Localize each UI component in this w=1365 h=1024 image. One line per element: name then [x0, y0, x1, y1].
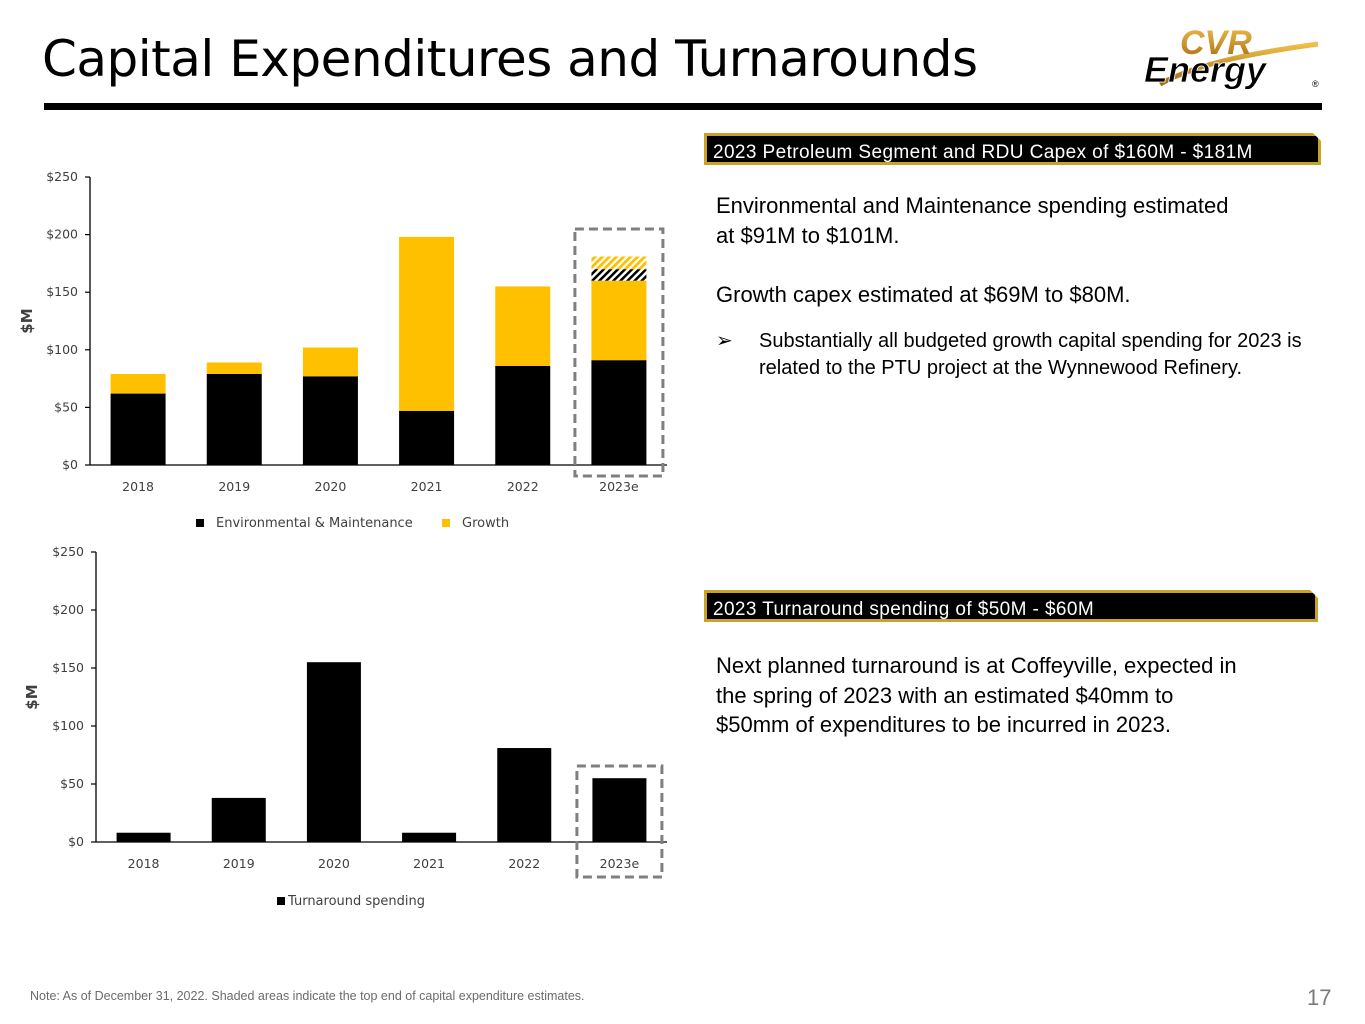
turnaround-chart-svg: $0 $50 $100 $150 $200 $250 $M 2018 2019 2020 2021 2…: [23, 544, 667, 909]
turnaround-banner-text: 2023 Turnaround spending of $50M - $60M: [713, 599, 1095, 620]
x-tick-label: 2018: [122, 479, 154, 494]
estimate-highlight-box: [573, 227, 665, 478]
y-axis-title: $M: [18, 308, 36, 333]
x-tick-label: 2021: [411, 479, 443, 494]
logo-text-top: CVR: [1180, 24, 1252, 62]
bar-growth-2021: [399, 236, 455, 411]
y-tick-label: $150: [52, 660, 84, 675]
x-tick-label: 2020: [318, 856, 350, 871]
turnaround-paragraph: Next planned turnaround is at Coffeyvill…: [716, 651, 1237, 740]
logo-registered-mark: ®: [1312, 79, 1319, 89]
legend-label: Turnaround spending: [287, 894, 425, 909]
bar-turnaround-spending-2023e: [592, 778, 647, 842]
bar-environmental-maintenance-2019: [206, 373, 262, 465]
growth-paragraph: Growth capex estimated at $69M to $80M.: [716, 282, 1131, 307]
y-tick-label: $50: [54, 399, 78, 414]
logo-text-bottom: Energy: [1144, 49, 1268, 90]
bar-turnaround-spending-2018: [116, 832, 171, 842]
bar-environmental-maintenance-2021: [399, 410, 455, 465]
turnaround-banner: 2023 Turnaround spending of $50M - $60M: [704, 590, 1318, 622]
y-tick-label: $50: [60, 776, 84, 791]
env-maint-line-2: at $91M to $101M.: [716, 222, 900, 248]
env-maint-paragraph: Environmental and Maintenance spending e…: [716, 191, 1228, 250]
x-tick-label: 2023e: [600, 856, 640, 871]
y-axis-title: $M: [23, 684, 41, 709]
bar-growth-estimate-hatch: [591, 256, 647, 270]
bar-turnaround-spending-2020: [306, 662, 361, 842]
bar-env-maint-estimate-hatch: [591, 269, 647, 281]
bar-growth-2022: [495, 286, 551, 366]
legend-label: Environmental & Maintenance: [216, 516, 413, 531]
legend-swatch: [196, 519, 204, 527]
capex-banner-text: 2023 Petroleum Segment and RDU Capex of …: [713, 142, 1253, 163]
y-tick-label: $200: [46, 227, 78, 242]
x-tick-label: 2022: [507, 479, 539, 494]
y-tick-label: $250: [46, 169, 78, 184]
banner-corner-notch: [1310, 590, 1318, 598]
turnaround-line-1: Next planned turnaround is at Coffeyvill…: [716, 653, 1237, 678]
bar-growth-2019: [206, 362, 262, 374]
estimate-highlight-box: [575, 764, 664, 879]
bar-turnaround-spending-2019: [211, 797, 266, 842]
bar-environmental-maintenance-2022: [495, 365, 551, 465]
bar-environmental-maintenance-2023e: [591, 360, 647, 465]
x-tick-label: 2018: [128, 856, 160, 871]
cvr-energy-logo: CVR Energy ®: [1144, 24, 1319, 90]
x-tick-label: 2023e: [599, 479, 639, 494]
bar-environmental-maintenance-2020: [302, 376, 358, 465]
env-maint-line-1: Environmental and Maintenance spending e…: [716, 193, 1229, 218]
page-number: 17: [1307, 985, 1332, 1010]
x-tick-label: 2020: [315, 479, 347, 494]
arrow-bullet-icon: ➢: [716, 330, 733, 352]
page-title: Capital Expenditures and Turnarounds: [42, 30, 978, 88]
x-tick-label: 2019: [223, 856, 255, 871]
x-tick-label: 2021: [413, 856, 445, 871]
turnaround-chart: $0 $50 $100 $150 $200 $250 $M 2018 2019 2020 2021 2…: [0, 540, 690, 925]
y-tick-label: $0: [68, 834, 84, 849]
title-divider: [44, 103, 1322, 110]
bar-growth-2023e: [591, 280, 647, 361]
y-tick-label: $100: [52, 718, 84, 733]
y-tick-label: $150: [46, 284, 78, 299]
capex-chart-svg: $0 $50 $100 $150 $200 $250 $M 2018 2019 2020 2021 2…: [18, 169, 667, 531]
bar-turnaround-spending-2021: [402, 832, 457, 842]
bullet-text: Substantially all budgeted growth capita…: [759, 330, 1302, 379]
bar-growth-2018: [110, 373, 166, 394]
bar-environmental-maintenance-2018: [110, 393, 166, 465]
legend-label: Growth: [462, 516, 509, 531]
capex-chart: $0 $50 $100 $150 $200 $250 $M 2018 2019 2020 2021 2…: [0, 150, 690, 545]
bar-turnaround-spending-2022: [497, 748, 552, 842]
y-tick-label: $0: [62, 457, 78, 472]
x-tick-label: 2019: [218, 479, 250, 494]
x-tick-label: 2022: [508, 856, 540, 871]
legend-swatch: [442, 519, 450, 527]
bar-growth-2020: [302, 347, 358, 377]
y-tick-label: $100: [46, 342, 78, 357]
turnaround-line-2: the spring of 2023 with an estimated $40…: [716, 682, 1174, 708]
banner-corner-notch: [1313, 133, 1321, 141]
y-tick-label: $200: [52, 602, 84, 617]
footnote: Note: As of December 31, 2022. Shaded ar…: [30, 989, 585, 1003]
turnaround-line-3: $50mm of expenditures to be incurred in …: [716, 712, 1171, 737]
legend-swatch: [277, 897, 285, 905]
y-tick-label: $250: [52, 544, 84, 559]
capex-banner: 2023 Petroleum Segment and RDU Capex of …: [704, 133, 1321, 165]
